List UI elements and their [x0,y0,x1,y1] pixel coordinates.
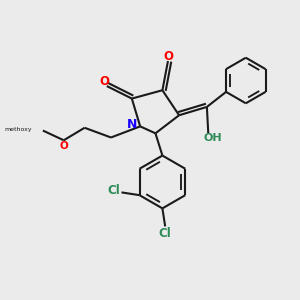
Text: Cl: Cl [107,184,120,197]
Text: methoxy: methoxy [4,127,32,132]
Text: OH: OH [203,133,222,143]
Text: N: N [127,118,138,131]
Text: O: O [59,141,68,151]
Text: O: O [163,50,173,63]
Text: Cl: Cl [159,227,172,240]
Text: O: O [100,75,110,88]
